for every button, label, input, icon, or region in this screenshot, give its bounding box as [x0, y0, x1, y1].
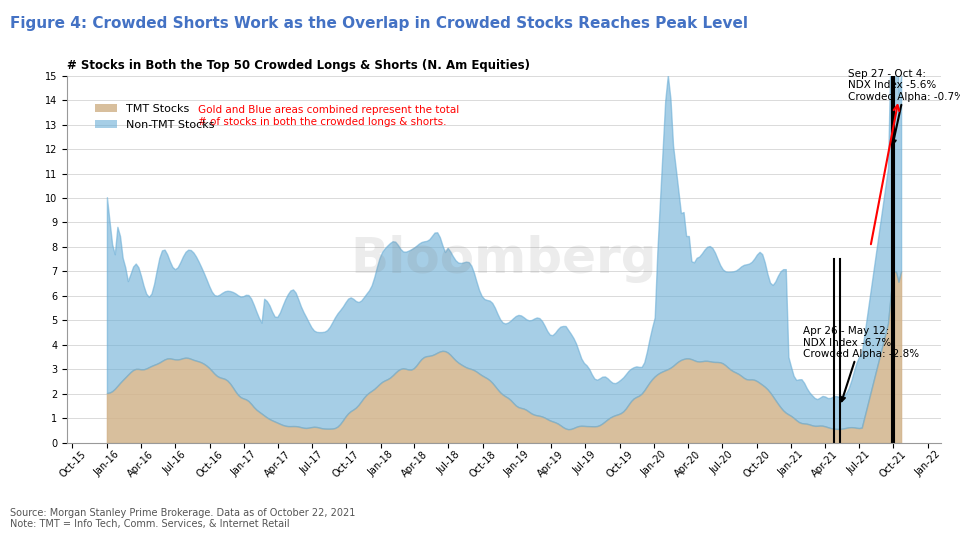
Text: Source: Morgan Stanley Prime Brokerage. Data as of October 22, 2021
Note: TMT = : Source: Morgan Stanley Prime Brokerage. … — [10, 508, 355, 529]
Legend: TMT Stocks, Non-TMT Stocks: TMT Stocks, Non-TMT Stocks — [90, 99, 219, 134]
Text: Sep 27 - Oct 4:
NDX Index -5.6%
Crowded Alpha: -0.7%: Sep 27 - Oct 4: NDX Index -5.6% Crowded … — [848, 69, 960, 144]
Text: Gold and Blue areas combined represent the total
# of stocks in both the crowded: Gold and Blue areas combined represent t… — [199, 105, 460, 126]
Text: Bloomberg: Bloomberg — [350, 235, 658, 283]
Text: # Stocks in Both the Top 50 Crowded Longs & Shorts (N. Am Equities): # Stocks in Both the Top 50 Crowded Long… — [67, 59, 530, 72]
Text: Figure 4: Crowded Shorts Work as the Overlap in Crowded Stocks Reaches Peak Leve: Figure 4: Crowded Shorts Work as the Ove… — [10, 16, 748, 31]
Text: Apr 26 - May 12:
NDX Index -6.7%
Crowded Alpha: -2.8%: Apr 26 - May 12: NDX Index -6.7% Crowded… — [803, 326, 919, 401]
